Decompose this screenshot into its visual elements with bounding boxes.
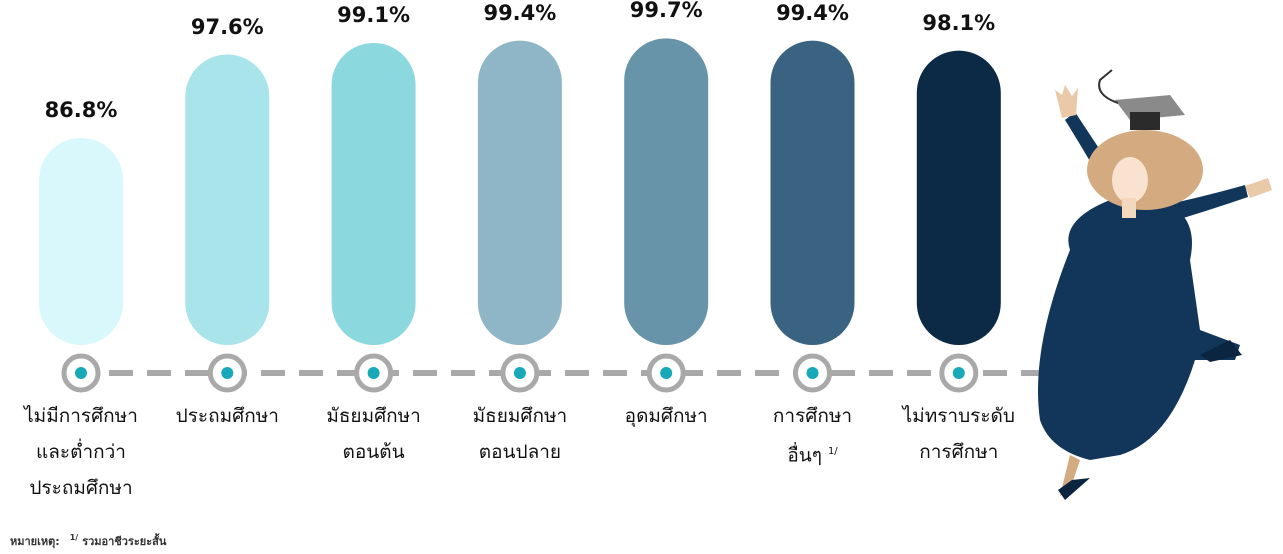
footnote-label: หมายเหตุ: — [10, 535, 60, 548]
bar — [185, 54, 270, 345]
category-text: ไม่มีการศึกษา และต่ำกว่า ประถมศึกษา — [24, 405, 138, 499]
timeline-dot — [952, 367, 965, 379]
category-text: ไม่ทราบระดับ การศึกษา — [902, 405, 1015, 463]
timeline-dot — [367, 367, 380, 379]
value-label: 99.1% — [337, 2, 411, 27]
category-label: อุดมศึกษา — [591, 398, 741, 434]
category-text: มัธยมศึกษา ตอนต้น — [326, 405, 421, 463]
category-label: มัธยมศึกษา ตอนต้น — [299, 398, 449, 470]
footnote-text: รวมอาชีวระยะสั้น — [82, 535, 167, 548]
value-label: 86.8% — [44, 97, 118, 122]
bar — [477, 40, 562, 345]
category-label: ไม่ทราบระดับ การศึกษา — [884, 398, 1034, 470]
category-text: การศึกษา อื่นๆ — [772, 405, 853, 467]
bar — [770, 40, 855, 345]
bar — [39, 137, 123, 345]
category-text: มัธยมศึกษา ตอนปลาย — [472, 405, 568, 463]
value-label: 97.6% — [190, 14, 264, 39]
timeline-dot — [513, 367, 526, 379]
category-text: อุดมศึกษา — [624, 405, 708, 427]
value-label: 99.7% — [629, 0, 703, 23]
timeline-dot — [660, 367, 673, 379]
value-label: 99.4% — [483, 0, 557, 25]
category-label: ไม่มีการศึกษา และต่ำกว่า ประถมศึกษา — [6, 398, 156, 506]
bar — [916, 50, 1001, 346]
bar — [331, 42, 416, 345]
category-text: ประถมศึกษา — [175, 405, 279, 427]
timeline-dot — [221, 367, 234, 379]
graduate-illustration — [1038, 69, 1272, 500]
category-marker: 1/ — [827, 446, 838, 457]
timeline-dot — [806, 367, 819, 379]
value-label: 99.4% — [776, 0, 849, 25]
footnote-marker: 1/ — [69, 533, 79, 543]
footnote: หมายเหตุ: 1/รวมอาชีวระยะสั้น — [10, 532, 166, 550]
category-label: การศึกษา อื่นๆ 1/ — [738, 398, 888, 473]
value-label: 98.1% — [922, 10, 996, 35]
category-label: มัธยมศึกษา ตอนปลาย — [445, 398, 595, 470]
category-label: ประถมศึกษา — [152, 398, 302, 434]
timeline-dot — [75, 367, 87, 379]
bar — [624, 38, 709, 345]
